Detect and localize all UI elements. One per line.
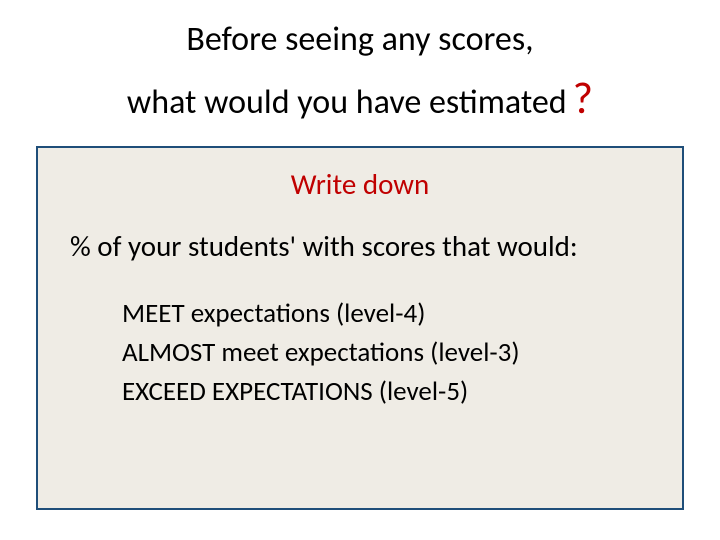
bullet-list: MEET expectations (level-4) ALMOST meet … — [62, 294, 658, 411]
list-item: EXCEED EXPECTATIONS (level-5) — [122, 372, 658, 411]
content-box: Write down % of your students' with scor… — [36, 146, 684, 510]
box-prompt: % of your students' with scores that wou… — [62, 228, 658, 264]
title-line-2: what would you have estimated — [127, 82, 567, 123]
list-item: MEET expectations (level-4) — [122, 294, 658, 333]
title-line-1: Before seeing any scores, — [36, 18, 684, 62]
box-heading: Write down — [62, 166, 658, 202]
title-line-2-wrap: what would you have estimated? — [36, 68, 684, 130]
slide: Before seeing any scores, what would you… — [0, 0, 720, 540]
question-mark: ? — [573, 71, 593, 125]
list-item: ALMOST meet expectations (level-3) — [122, 333, 658, 372]
slide-title: Before seeing any scores, what would you… — [36, 18, 684, 130]
